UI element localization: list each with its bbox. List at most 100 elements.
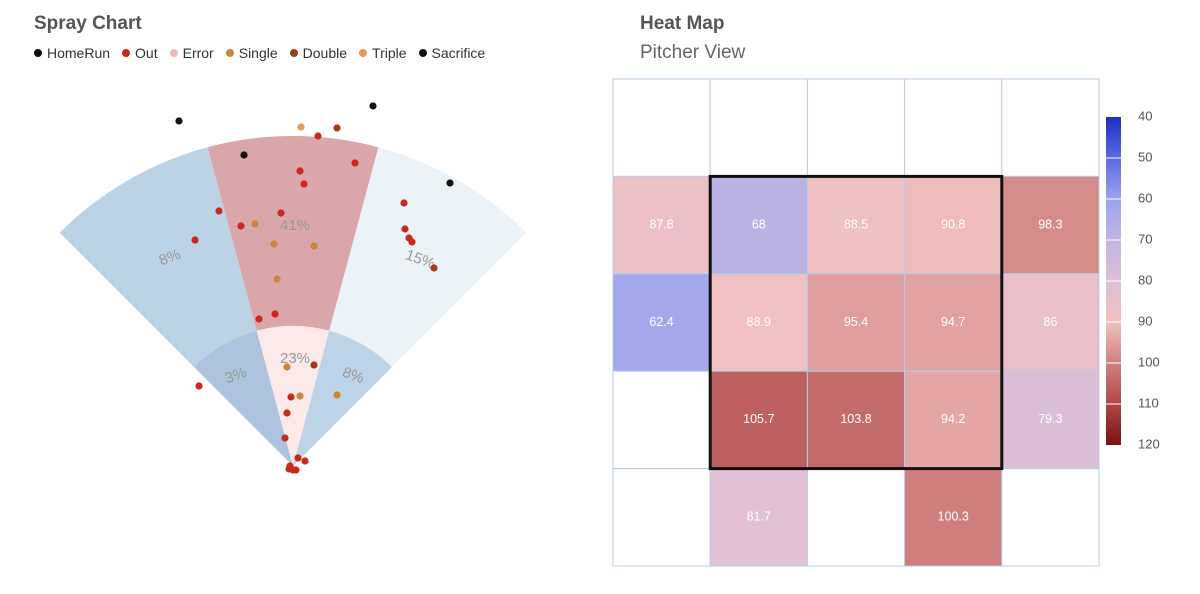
point-triple[interactable] bbox=[297, 123, 305, 131]
point-out[interactable] bbox=[301, 457, 309, 465]
legend-marker bbox=[289, 49, 298, 57]
point-single[interactable] bbox=[333, 391, 341, 399]
heat-cell-value: 94.2 bbox=[941, 412, 965, 426]
point-single[interactable] bbox=[296, 392, 304, 400]
point-out[interactable] bbox=[255, 315, 263, 323]
heat-cell[interactable] bbox=[612, 175, 711, 275]
point-out[interactable] bbox=[191, 236, 199, 244]
legend-label: Sacrifice bbox=[431, 45, 486, 61]
point-out[interactable] bbox=[287, 393, 295, 401]
heat-cell[interactable] bbox=[1001, 175, 1100, 275]
legend-item-error[interactable]: Error bbox=[169, 45, 214, 61]
point-double[interactable] bbox=[430, 264, 438, 272]
point-out[interactable] bbox=[314, 132, 322, 140]
point-out[interactable] bbox=[281, 434, 289, 442]
colorbar-tick-label: 60 bbox=[1138, 190, 1152, 205]
heat-cell-value: 103.8 bbox=[840, 412, 871, 426]
heat-cell[interactable] bbox=[612, 468, 711, 567]
legend-marker bbox=[225, 49, 234, 57]
point-out[interactable] bbox=[408, 238, 416, 246]
heat-cell[interactable] bbox=[904, 78, 1003, 177]
legend-label: Triple bbox=[372, 45, 407, 61]
heat-cell[interactable] bbox=[904, 175, 1003, 275]
heat-cell[interactable] bbox=[1001, 370, 1100, 470]
heat-cell[interactable] bbox=[612, 370, 711, 470]
heatmap-subtitle: Pitcher View bbox=[640, 42, 746, 63]
legend-item-double[interactable]: Double bbox=[289, 45, 348, 61]
heat-cell[interactable] bbox=[1001, 78, 1100, 177]
heat-cell[interactable] bbox=[709, 468, 808, 567]
heat-cell-value: 68 bbox=[752, 217, 766, 231]
heat-cell[interactable] bbox=[806, 273, 906, 372]
legend-item-single[interactable]: Single bbox=[225, 45, 278, 61]
heat-cell-value: 95.4 bbox=[844, 315, 868, 329]
point-out[interactable] bbox=[400, 199, 408, 207]
heat-cell[interactable] bbox=[904, 370, 1003, 470]
heat-cell[interactable] bbox=[1001, 273, 1100, 372]
zone-labels: 8%41%15%3%23%8% bbox=[157, 217, 437, 387]
point-out[interactable] bbox=[285, 465, 293, 473]
point-single[interactable] bbox=[251, 220, 259, 228]
point-out[interactable] bbox=[294, 454, 302, 462]
point-single[interactable] bbox=[310, 242, 318, 250]
point-out[interactable] bbox=[292, 466, 300, 474]
point-out[interactable] bbox=[283, 409, 291, 417]
point-out[interactable] bbox=[351, 159, 359, 167]
point-out[interactable] bbox=[237, 222, 245, 230]
heat-cell[interactable] bbox=[806, 370, 906, 470]
heat-cell-value: 86 bbox=[1043, 315, 1057, 329]
point-out[interactable] bbox=[401, 225, 409, 233]
heat-cell-value: 105.7 bbox=[743, 412, 774, 426]
legend-label: Double bbox=[302, 45, 348, 61]
point-homerun[interactable] bbox=[175, 117, 183, 125]
heat-cell-value: 81.7 bbox=[747, 510, 771, 524]
heat-cell[interactable] bbox=[612, 78, 711, 177]
point-out[interactable] bbox=[195, 382, 203, 390]
point-single[interactable] bbox=[283, 363, 291, 371]
heat-cell[interactable] bbox=[806, 78, 906, 177]
colorbar-tick-label: 90 bbox=[1138, 313, 1152, 328]
heat-cell[interactable] bbox=[904, 273, 1003, 372]
point-homerun[interactable] bbox=[240, 151, 248, 159]
point-out[interactable] bbox=[271, 310, 279, 318]
point-out[interactable] bbox=[300, 180, 308, 188]
heat-cell[interactable] bbox=[709, 175, 808, 275]
point-out[interactable] bbox=[296, 167, 304, 175]
point-single[interactable] bbox=[270, 240, 278, 248]
zone-label-infield-right: 8% bbox=[340, 364, 366, 387]
legend-item-sacrifice[interactable]: Sacrifice bbox=[418, 45, 486, 61]
heatmap-title: Heat Map bbox=[640, 13, 725, 34]
legend-label: HomeRun bbox=[47, 45, 111, 61]
heat-cell-value: 88.9 bbox=[747, 315, 771, 329]
point-out[interactable] bbox=[215, 207, 223, 215]
heat-cell[interactable] bbox=[806, 468, 906, 567]
point-homerun[interactable] bbox=[446, 179, 454, 187]
point-homerun[interactable] bbox=[369, 102, 377, 110]
point-double[interactable] bbox=[333, 124, 341, 132]
legend-marker bbox=[418, 49, 427, 57]
field-zones bbox=[59, 136, 527, 466]
heat-cell[interactable] bbox=[709, 370, 808, 470]
colorbar-tick-label: 80 bbox=[1138, 272, 1152, 287]
zone-outfield-left bbox=[59, 147, 257, 368]
legend-item-triple[interactable]: Triple bbox=[359, 45, 407, 61]
heat-cell-value: 98.3 bbox=[1038, 217, 1062, 231]
legend-marker bbox=[169, 49, 178, 57]
point-out[interactable] bbox=[277, 209, 285, 217]
heat-cell[interactable] bbox=[612, 273, 711, 372]
legend-marker bbox=[122, 49, 131, 57]
heat-cell[interactable] bbox=[806, 175, 906, 275]
colorbar-tick-label: 70 bbox=[1138, 231, 1152, 246]
point-single[interactable] bbox=[273, 275, 281, 283]
zone-label-outfield-left: 8% bbox=[157, 246, 183, 269]
legend-item-homerun[interactable]: HomeRun bbox=[34, 45, 110, 61]
heat-cell[interactable] bbox=[1001, 468, 1100, 567]
colorbar-tick-label: 120 bbox=[1138, 436, 1160, 451]
heat-cell[interactable] bbox=[709, 273, 808, 372]
heat-cell[interactable] bbox=[904, 468, 1003, 567]
heat-cell[interactable] bbox=[709, 78, 808, 177]
point-double[interactable] bbox=[310, 361, 318, 369]
colorbar bbox=[1106, 117, 1121, 445]
heat-cell-value: 94.7 bbox=[941, 315, 965, 329]
legend-item-out[interactable]: Out bbox=[122, 45, 158, 61]
